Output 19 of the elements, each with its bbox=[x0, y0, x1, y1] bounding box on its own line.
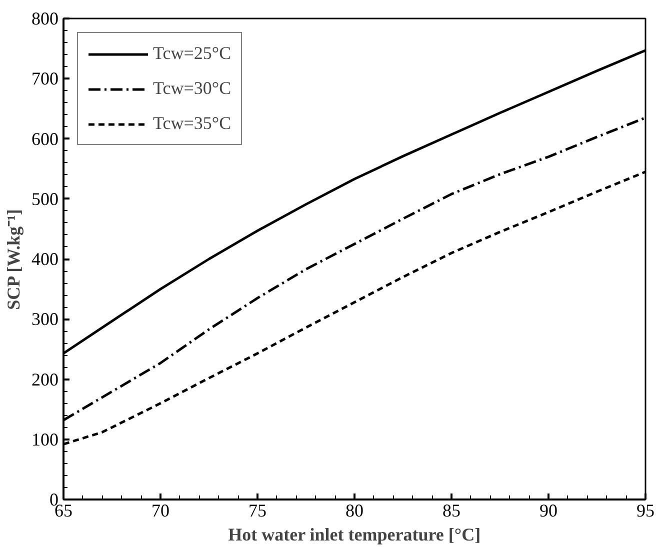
y-tick-label: 400 bbox=[32, 249, 58, 269]
y-tick-label: 700 bbox=[32, 68, 58, 89]
y-axis-title: SCP [W.kg⁻¹] bbox=[4, 209, 24, 310]
legend-label: Tcw=30°C bbox=[153, 78, 232, 99]
x-tick-label: 95 bbox=[636, 500, 654, 520]
legend-label: Tcw=35°C bbox=[153, 113, 232, 134]
x-tick-label: 80 bbox=[346, 500, 364, 520]
y-tick-label: 100 bbox=[32, 429, 58, 450]
y-tick-label: 800 bbox=[32, 8, 58, 28]
y-tick-label: 200 bbox=[32, 369, 58, 390]
x-tick-label: 85 bbox=[442, 500, 460, 520]
y-tick-label: 600 bbox=[32, 128, 58, 149]
x-axis-title: Hot water inlet temperature [°C] bbox=[228, 524, 481, 544]
x-tick-label: 75 bbox=[248, 500, 266, 520]
y-tick-label: 300 bbox=[32, 309, 58, 330]
y-tick-label: 500 bbox=[32, 188, 58, 209]
x-tick-label: 70 bbox=[152, 500, 170, 520]
legend-label: Tcw=25°C bbox=[153, 43, 232, 64]
x-tick-label: 90 bbox=[540, 500, 558, 520]
